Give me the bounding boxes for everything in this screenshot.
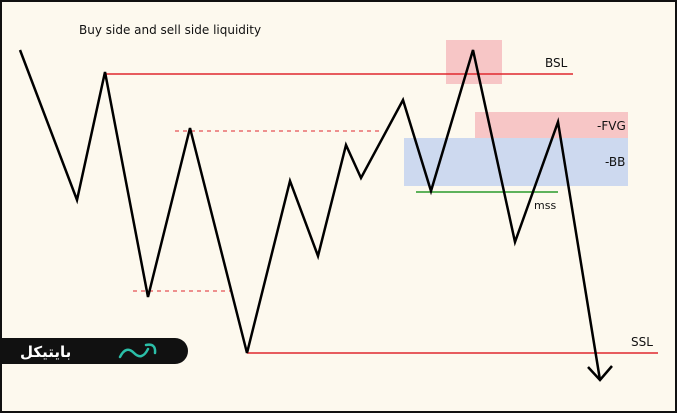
bb-zone: [404, 138, 628, 186]
mss-label: mss: [534, 199, 556, 212]
title: Buy side and sell side liquidity: [79, 23, 261, 37]
bsl-zone: [446, 40, 502, 84]
fvg-zone: [475, 112, 628, 138]
logo-text: بایتیکل: [20, 343, 71, 361]
bsl-label: BSL: [545, 56, 568, 70]
ssl-label: SSL: [631, 335, 653, 349]
logo-icon: [118, 343, 157, 359]
logo-badge: [0, 338, 188, 364]
bb-label: -BB: [605, 155, 625, 169]
price-path: [18, 49, 602, 381]
arrow-head: [587, 365, 613, 382]
fvg-label: -FVG: [597, 119, 626, 133]
